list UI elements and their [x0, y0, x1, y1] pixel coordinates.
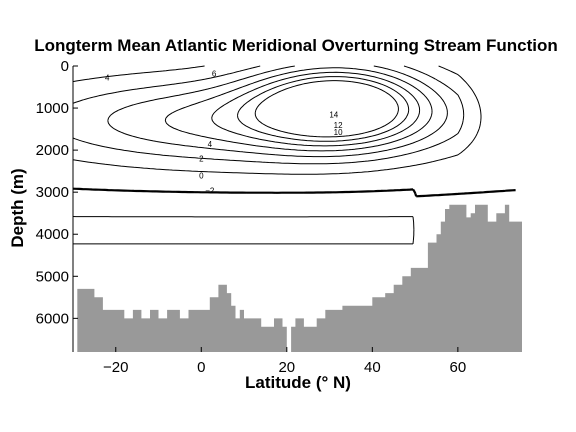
- contour-14: [254, 80, 399, 138]
- x-tick-label: 60: [450, 359, 467, 376]
- contour-10: [211, 71, 421, 147]
- contour-label: 12: [334, 121, 343, 130]
- contour-2: [72, 65, 482, 175]
- contour-6: [107, 65, 448, 158]
- contour-4: [72, 65, 465, 165]
- contour-label: 14: [329, 111, 338, 120]
- y-tick-label: 6000: [36, 310, 69, 327]
- contour-lines: [72, 65, 516, 245]
- y-tick-label: 3000: [36, 184, 69, 201]
- x-tick-label: 0: [197, 359, 205, 376]
- contour-0: [72, 187, 516, 198]
- y-tick-label: 0: [61, 58, 69, 75]
- contour-label: 10: [334, 128, 343, 137]
- y-axis-label: Depth (m): [8, 168, 27, 247]
- y-tick-label: 2000: [36, 142, 69, 159]
- contour-label: 6: [212, 70, 217, 79]
- chart-title: Longterm Mean Atlantic Meridional Overtu…: [34, 36, 558, 55]
- x-tick-label: −20: [103, 359, 128, 376]
- y-tick-label: 4000: [36, 226, 69, 243]
- contour-label: 2: [199, 155, 204, 164]
- contour-label: 4: [105, 74, 110, 83]
- contour-12: [237, 76, 410, 142]
- contour-label: −2: [205, 186, 215, 195]
- y-tick-label: 1000: [36, 100, 69, 117]
- contour--2: [72, 216, 415, 245]
- land-fill: [73, 204, 522, 352]
- x-tick-label: 20: [278, 359, 295, 376]
- x-axis-label: Latitude (° N): [245, 373, 351, 392]
- contour-8: [164, 67, 433, 152]
- contour-label: 0: [199, 172, 204, 181]
- x-tick-label: 40: [364, 359, 381, 376]
- bathymetry-land: [73, 204, 522, 352]
- contour-label: 4: [208, 140, 213, 149]
- y-tick-label: 5000: [36, 268, 69, 285]
